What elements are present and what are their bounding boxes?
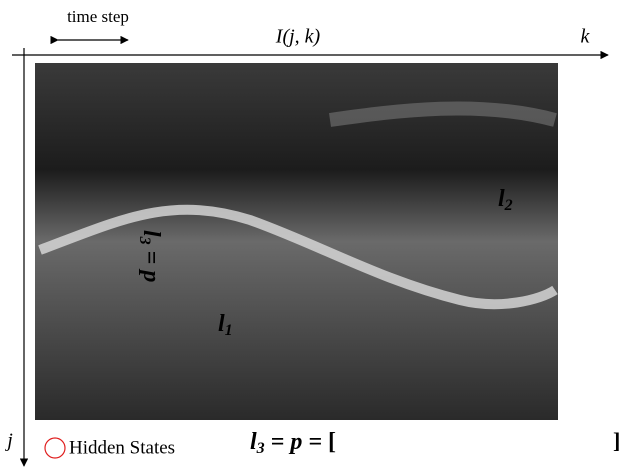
legend-sequence: l3 = p = [: [250, 429, 336, 457]
image-label: I(j, k): [275, 26, 321, 48]
j-label: j: [4, 430, 13, 452]
legend-close: ]: [613, 428, 620, 453]
diagram: time step I(j, k) k j l1 l2 l3 = p Hidde…: [0, 0, 622, 472]
legend-hidden-states: Hidden States: [69, 437, 175, 458]
legend-hidden-state: [45, 438, 65, 458]
k-label: k: [581, 26, 591, 48]
time-step-label: time step: [67, 7, 129, 26]
